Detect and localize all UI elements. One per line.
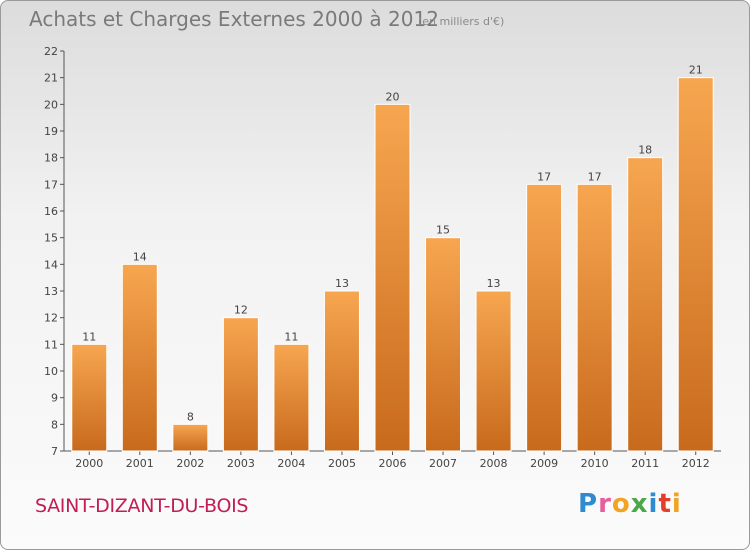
x-tick-label: 2006 (379, 457, 407, 470)
x-tick-label: 2011 (631, 457, 659, 470)
bar (323, 290, 360, 452)
y-tick-label: 22 (44, 45, 58, 58)
y-tick-label: 17 (44, 178, 58, 191)
x-tick-label: 2003 (227, 457, 255, 470)
bar (121, 263, 158, 452)
y-tick-label: 11 (44, 338, 58, 351)
y-tick-label: 16 (44, 205, 58, 218)
x-tick-label: 2008 (480, 457, 508, 470)
chart-title: Achats et Charges Externes 2000 à 2012 (29, 7, 439, 31)
logo-letter: P (578, 489, 599, 519)
data-label: 18 (638, 144, 652, 157)
y-tick-label: 21 (44, 72, 58, 85)
data-label: 11 (82, 330, 96, 343)
x-tick-label: 2002 (176, 457, 204, 470)
x-tick-label: 2012 (682, 457, 710, 470)
y-tick-label: 10 (44, 365, 58, 378)
x-tick-label: 2000 (75, 457, 103, 470)
data-label: 12 (234, 304, 248, 317)
data-label: 13 (487, 277, 501, 290)
bar (475, 290, 512, 452)
x-tick-label: 2007 (429, 457, 457, 470)
data-label: 13 (335, 277, 349, 290)
y-tick-label: 9 (51, 392, 58, 405)
y-tick-label: 12 (44, 312, 58, 325)
data-label: 8 (187, 410, 194, 423)
bar (576, 183, 613, 452)
x-tick-label: 2009 (530, 457, 558, 470)
bar (273, 343, 310, 452)
commune-name: SAINT-DIZANT-DU-BOIS (35, 495, 249, 517)
y-tick-label: 8 (51, 418, 58, 431)
data-label: 14 (133, 250, 147, 263)
y-tick-label: 15 (44, 232, 58, 245)
logo-letter: o (611, 489, 631, 519)
bar (172, 423, 209, 452)
y-tick-label: 14 (44, 258, 58, 271)
chart-unit: (en milliers d'€) (418, 15, 505, 28)
bar (677, 77, 714, 452)
bar (526, 183, 563, 452)
logo-letter: i (648, 489, 659, 519)
logo-letter: t (658, 489, 672, 519)
x-tick-label: 2004 (277, 457, 305, 470)
y-tick-label: 19 (44, 125, 58, 138)
y-tick-label: 13 (44, 285, 58, 298)
y-tick-label: 7 (51, 445, 58, 458)
logo-letter: x (630, 489, 649, 519)
bar (627, 157, 664, 452)
bar (222, 317, 259, 452)
data-label: 17 (537, 170, 551, 183)
data-label: 21 (689, 64, 703, 77)
bar (425, 237, 462, 452)
x-tick-label: 2005 (328, 457, 356, 470)
logo-letter: r (598, 489, 612, 519)
x-tick-label: 2010 (581, 457, 609, 470)
x-tick-label: 2001 (126, 457, 154, 470)
y-tick-label: 20 (44, 98, 58, 111)
bar (71, 343, 108, 452)
y-tick-label: 18 (44, 152, 58, 165)
bar (374, 103, 411, 452)
data-label: 15 (436, 224, 450, 237)
logo-letter: i (671, 489, 682, 519)
proxiti-logo: Proxiti (578, 489, 682, 519)
data-label: 17 (588, 170, 602, 183)
data-label: 11 (284, 330, 298, 343)
data-label: 20 (386, 90, 400, 103)
